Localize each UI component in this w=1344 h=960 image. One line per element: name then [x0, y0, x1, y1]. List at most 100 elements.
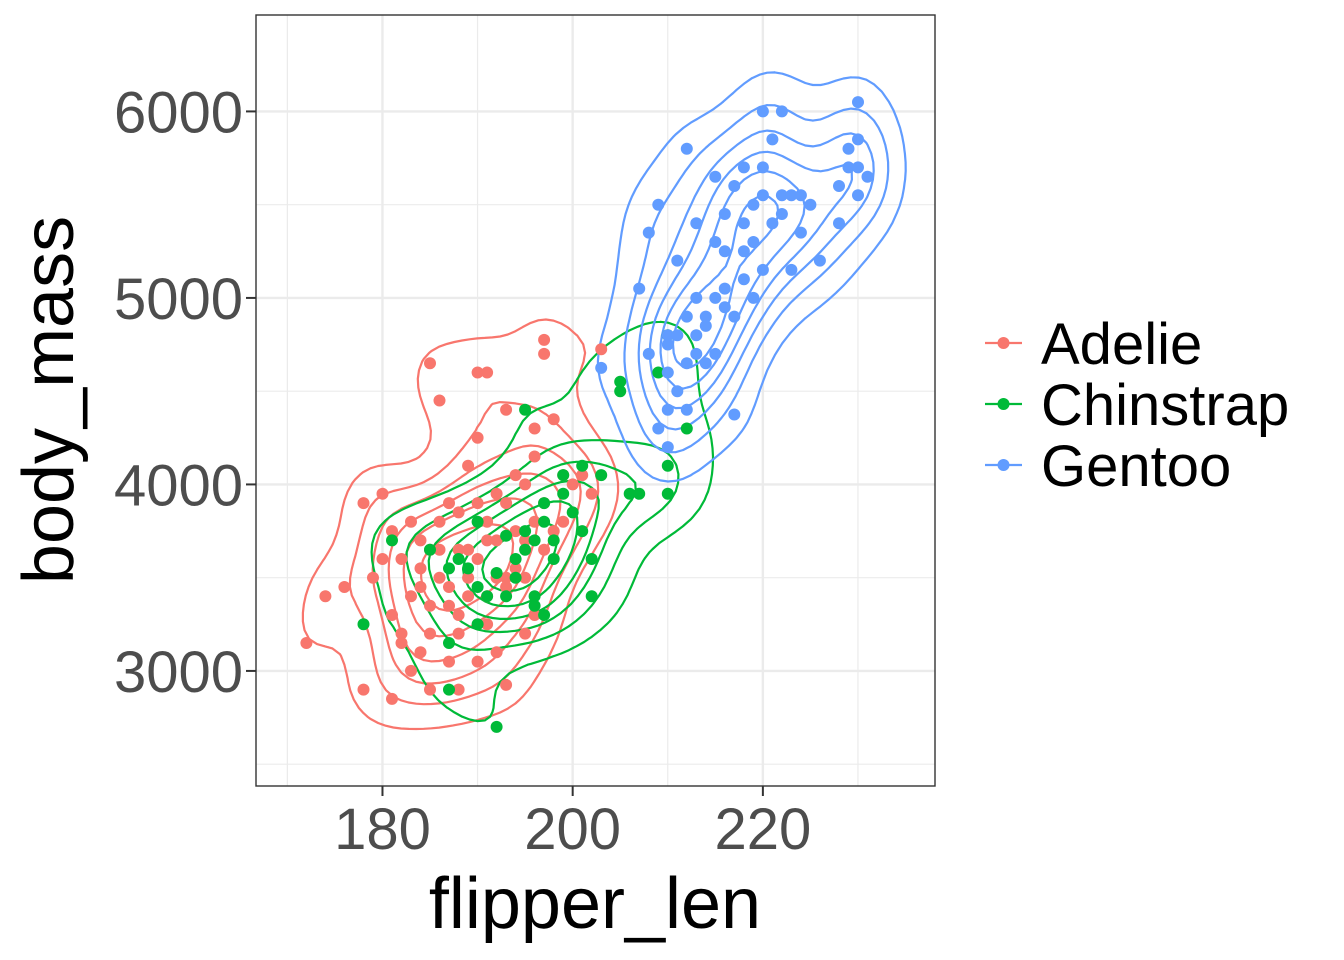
point-adelie [386, 609, 398, 621]
point-adelie [490, 534, 503, 547]
point-chinstrap [462, 562, 475, 575]
point-gentoo [718, 208, 731, 220]
point-chinstrap [490, 567, 503, 579]
point-chinstrap [614, 385, 627, 398]
point-adelie [528, 422, 541, 435]
point-adelie [452, 506, 465, 519]
point-adelie [528, 515, 541, 528]
y-tick-label: 5000 [114, 267, 243, 332]
point-gentoo [633, 282, 646, 295]
point-adelie [557, 515, 570, 528]
point-gentoo [785, 189, 798, 202]
point-chinstrap [519, 543, 532, 556]
point-adelie [471, 655, 484, 668]
point-adelie [414, 581, 427, 593]
point-gentoo [785, 263, 798, 276]
point-chinstrap [500, 590, 513, 603]
legend-key-point [997, 337, 1010, 349]
point-gentoo [813, 254, 826, 267]
point-chinstrap [661, 487, 674, 500]
point-chinstrap [547, 534, 560, 547]
point-gentoo [680, 403, 693, 416]
point-chinstrap [557, 487, 570, 500]
point-gentoo [756, 263, 769, 276]
point-gentoo [756, 161, 769, 174]
point-adelie [547, 525, 560, 538]
plot-panel [255, 14, 936, 787]
point-chinstrap [633, 487, 646, 500]
point-adelie [357, 683, 370, 696]
point-adelie [481, 534, 494, 547]
y-axis-title: body_mass [9, 216, 89, 584]
point-gentoo [709, 236, 722, 248]
data-points [300, 96, 874, 733]
point-gentoo [661, 338, 674, 351]
point-adelie [300, 637, 313, 649]
point-adelie [462, 459, 475, 472]
point-gentoo [709, 291, 722, 304]
legend-label-gentoo: Gentoo [1041, 434, 1231, 499]
point-gentoo [642, 226, 655, 239]
point-adelie [547, 413, 560, 426]
point-adelie [443, 599, 455, 612]
point-adelie [576, 469, 589, 482]
x-axis-title: flipper_len [429, 864, 761, 944]
point-chinstrap [471, 618, 484, 631]
legend-label-adelie: Adelie [1041, 312, 1202, 377]
point-chinstrap [528, 534, 541, 547]
point-gentoo [718, 301, 731, 314]
point-chinstrap [490, 720, 503, 733]
point-gentoo [747, 236, 760, 248]
point-gentoo [671, 254, 684, 267]
point-adelie [462, 543, 475, 556]
point-adelie [433, 394, 446, 407]
point-adelie [338, 581, 351, 593]
point-gentoo [680, 357, 693, 370]
point-gentoo [690, 329, 703, 342]
point-gentoo [680, 310, 693, 323]
point-gentoo [661, 329, 674, 342]
point-adelie [386, 692, 398, 705]
point-gentoo [833, 217, 845, 230]
point-gentoo [661, 441, 674, 454]
point-adelie [481, 366, 494, 379]
point-adelie [443, 581, 455, 593]
point-adelie [433, 543, 446, 556]
point-gentoo [737, 217, 750, 230]
point-adelie [566, 478, 579, 491]
y-tick-label: 3000 [114, 640, 243, 705]
point-gentoo [699, 357, 712, 370]
point-adelie [452, 627, 465, 640]
point-adelie [538, 347, 551, 360]
point-adelie [519, 571, 532, 584]
point-adelie [509, 525, 522, 538]
point-gentoo [852, 133, 864, 146]
point-adelie [405, 664, 417, 677]
major-gridlines [256, 15, 935, 786]
point-gentoo [842, 161, 855, 174]
point-chinstrap [443, 637, 455, 649]
point-chinstrap [386, 534, 398, 547]
point-gentoo [766, 217, 779, 230]
point-adelie [500, 581, 513, 593]
point-adelie [376, 487, 389, 500]
point-chinstrap [519, 403, 532, 416]
point-adelie [471, 497, 484, 510]
point-chinstrap [566, 506, 579, 519]
point-adelie [481, 515, 494, 528]
point-gentoo [852, 161, 864, 174]
point-adelie [414, 646, 427, 659]
point-gentoo [699, 319, 712, 332]
x-tick-label: 200 [524, 797, 621, 862]
point-chinstrap [614, 375, 627, 388]
point-gentoo [747, 291, 760, 304]
point-gentoo [833, 180, 845, 192]
x-tick-label: 220 [714, 797, 811, 862]
point-gentoo [737, 161, 750, 174]
axes: 180 200 220 3000 4000 5000 6000 [114, 80, 811, 862]
point-chinstrap [585, 553, 598, 565]
point-adelie [509, 562, 522, 575]
point-gentoo [728, 408, 741, 421]
point-gentoo [737, 273, 750, 286]
point-adelie [386, 525, 398, 538]
